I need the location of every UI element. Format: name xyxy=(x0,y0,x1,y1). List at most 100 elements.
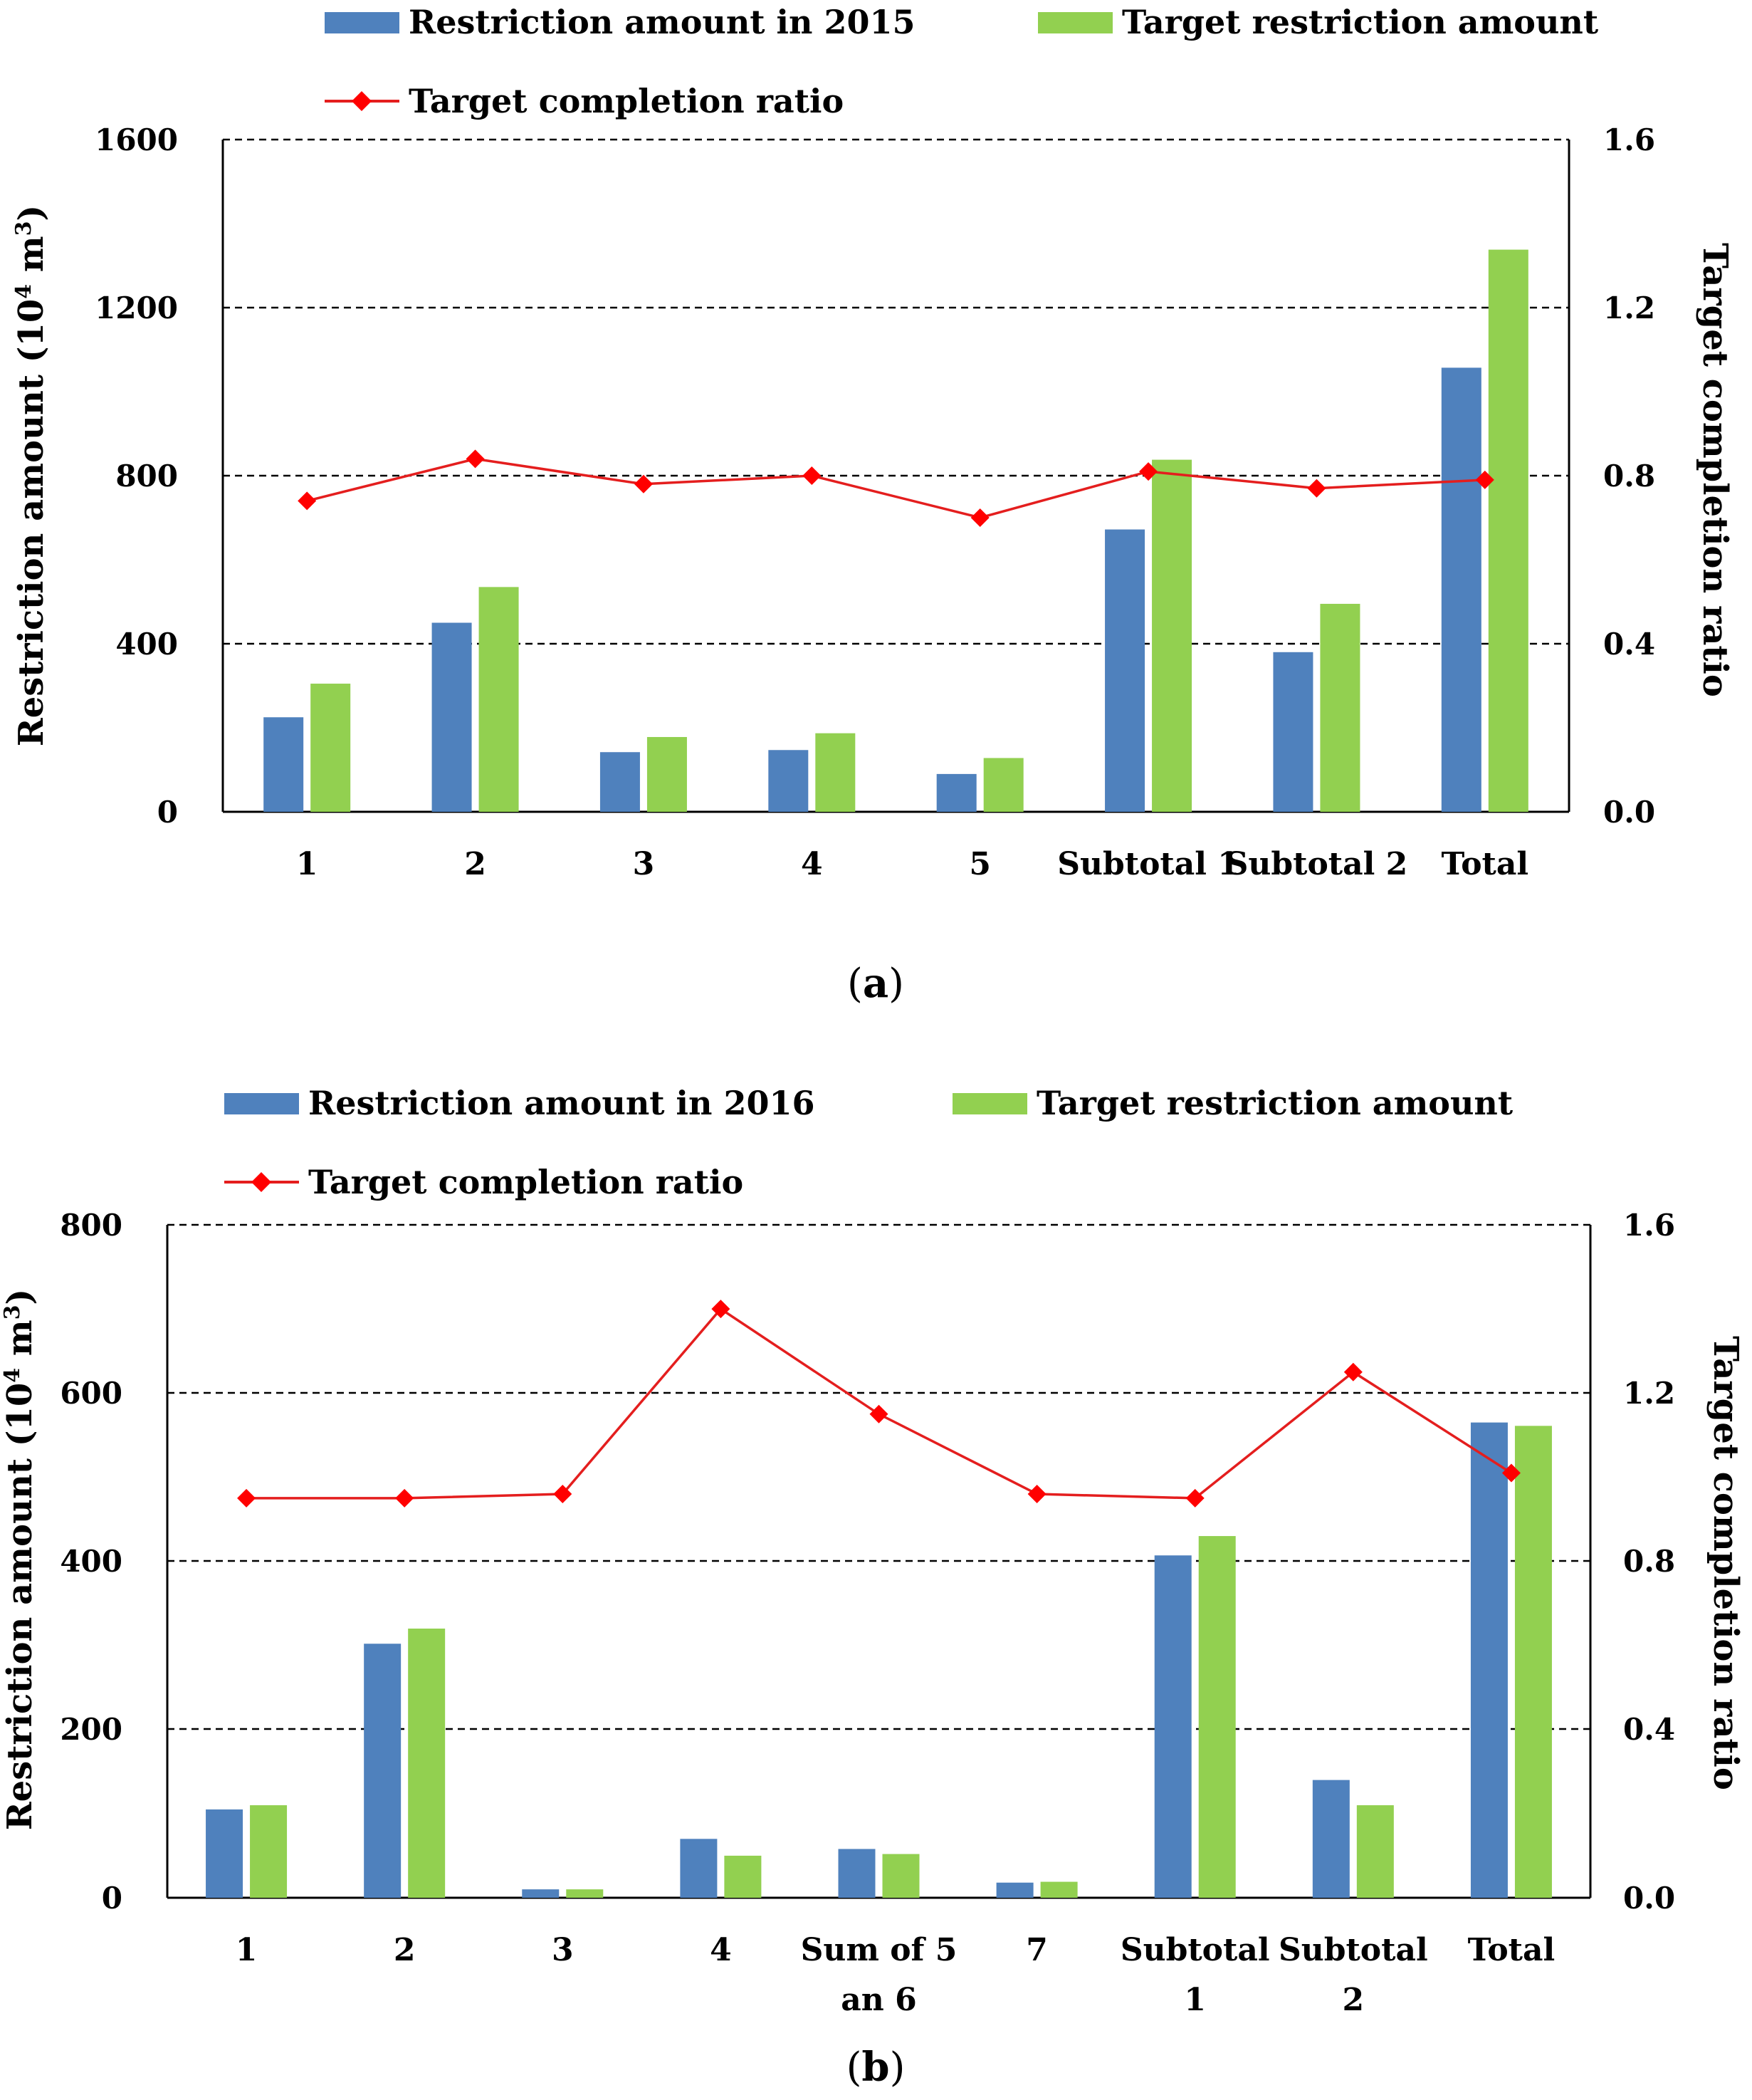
panel-caption-a: (a) xyxy=(847,960,904,1007)
legend-swatch-restriction-2016 xyxy=(224,1093,299,1114)
bar-target-6 xyxy=(1152,459,1192,812)
bar-target-5 xyxy=(983,758,1024,812)
y2-axis-ticks-a: 0.0 0.4 0.8 1.2 1.6 xyxy=(1603,122,1655,830)
y-tick-label-b: 800 xyxy=(60,1208,122,1243)
y-axis-title-b: Restriction amount (104 m3) xyxy=(0,1289,40,1830)
bar-restriction-2 xyxy=(364,1644,402,1898)
x-tick-label: 1 xyxy=(296,846,318,882)
legend-swatch-restriction-2015 xyxy=(325,12,399,33)
line-a xyxy=(298,449,1494,527)
bar-restriction-5 xyxy=(936,773,977,812)
x-tick-label: Total xyxy=(1442,846,1529,882)
legend-label-target-a: Target restriction amount xyxy=(1122,3,1599,41)
bar-target-8 xyxy=(1356,1805,1394,1898)
y2-tick-label-a: 1.2 xyxy=(1603,291,1655,325)
x-tick-label: 4 xyxy=(801,846,823,882)
ratio-marker-7 xyxy=(1185,1488,1205,1508)
ratio-marker-4 xyxy=(711,1300,730,1319)
ratio-marker-6 xyxy=(1139,462,1158,481)
x-tick-label: 2 xyxy=(464,846,486,882)
x-tick-label: Subtotal 1 xyxy=(1057,846,1239,882)
x-tick-label: Total xyxy=(1468,1932,1556,1968)
bar-target-8 xyxy=(1488,249,1528,813)
bar-target-7 xyxy=(1198,1536,1236,1898)
y-axis-ticks-b: 0 200 400 600 800 xyxy=(60,1208,122,1916)
x-tick-label: 4 xyxy=(710,1932,732,1968)
panel-caption-b: (b) xyxy=(846,2044,906,2091)
legend-label-restriction-2016: Restriction amount in 2016 xyxy=(308,1084,815,1122)
y-tick-label-a: 0 xyxy=(157,795,178,830)
x-tick-label: 3 xyxy=(552,1932,574,1968)
legend-marker-ratio-b xyxy=(251,1172,271,1192)
x-tick-label: 5 xyxy=(969,846,991,882)
legend-label-restriction-2015: Restriction amount in 2015 xyxy=(409,3,916,41)
y2-axis-ticks-b: 0.0 0.4 0.8 1.2 1.6 xyxy=(1623,1208,1675,1916)
bar-restriction-9 xyxy=(1470,1422,1508,1898)
legend-a: Restriction amount in 2015 Target restri… xyxy=(325,3,1599,120)
y2-tick-label-a: 0.0 xyxy=(1603,795,1655,830)
bar-restriction-3 xyxy=(522,1889,560,1898)
ratio-marker-9 xyxy=(1501,1463,1521,1483)
ratio-marker-2 xyxy=(466,449,485,469)
ratio-marker-6 xyxy=(1027,1485,1047,1503)
ratio-marker-7 xyxy=(1307,479,1326,498)
y-tick-label-a: 400 xyxy=(115,627,178,662)
chart-panel-a: Restriction amount in 2015 Target restri… xyxy=(11,3,1736,1007)
chart-panel-b: Restriction amount in 2016 Target restri… xyxy=(0,1084,1746,2091)
ratio-marker-1 xyxy=(237,1488,256,1508)
y-tick-label-b: 200 xyxy=(60,1712,122,1747)
bar-target-3 xyxy=(566,1889,604,1898)
x-tick-label: Sum of 5 an 6 xyxy=(801,1932,958,2018)
bar-target-4 xyxy=(815,733,856,812)
legend-swatch-target-b xyxy=(953,1093,1027,1114)
legend-label-target-b: Target restriction amount xyxy=(1037,1084,1514,1122)
ratio-marker-2 xyxy=(395,1488,414,1508)
bar-target-7 xyxy=(1320,603,1360,812)
y-tick-label-a: 1600 xyxy=(95,122,178,157)
y2-tick-label-b: 0.8 xyxy=(1623,1544,1675,1579)
y-tick-label-a: 1200 xyxy=(95,291,178,325)
legend-b: Restriction amount in 2016 Target restri… xyxy=(224,1084,1514,1201)
bar-restriction-6 xyxy=(996,1882,1034,1898)
y-axis-title-a: Restriction amount (104 m3) xyxy=(11,205,52,746)
line-b xyxy=(237,1300,1521,1508)
y-tick-label-b: 600 xyxy=(60,1376,122,1411)
y-tick-label-a: 800 xyxy=(115,459,178,493)
legend-marker-ratio-a xyxy=(352,91,372,111)
ratio-marker-8 xyxy=(1475,470,1494,489)
y-axis-ticks-a: 0 400 800 1200 1600 xyxy=(95,122,178,830)
bar-target-2 xyxy=(478,587,519,812)
y2-tick-label-a: 0.8 xyxy=(1603,459,1655,493)
x-tick-label: 2 xyxy=(394,1932,416,1968)
x-tick-label: Subtotal 2 xyxy=(1226,846,1408,882)
y2-tick-label-b: 1.6 xyxy=(1623,1208,1675,1243)
y2-tick-label-a: 0.4 xyxy=(1603,627,1655,662)
y2-axis-title-a: Target completion ratio xyxy=(1695,243,1735,697)
bar-restriction-7 xyxy=(1273,652,1313,812)
bar-restriction-7 xyxy=(1154,1555,1192,1898)
bar-restriction-1 xyxy=(263,717,304,812)
x-tick-label: 3 xyxy=(633,846,655,882)
bar-target-4 xyxy=(724,1855,762,1898)
ratio-marker-8 xyxy=(1343,1362,1363,1381)
ratio-marker-5 xyxy=(970,508,990,527)
ratio-marker-1 xyxy=(298,491,317,511)
plot-area-b xyxy=(166,1223,1592,1899)
bar-restriction-3 xyxy=(599,752,640,812)
bar-restriction-5 xyxy=(838,1849,876,1898)
bar-target-9 xyxy=(1514,1426,1552,1898)
bar-target-1 xyxy=(310,684,351,812)
legend-label-ratio-a: Target completion ratio xyxy=(409,82,844,120)
y2-tick-label-b: 1.2 xyxy=(1623,1376,1675,1411)
ratio-marker-5 xyxy=(869,1404,888,1423)
bar-restriction-8 xyxy=(1441,367,1481,812)
bar-target-1 xyxy=(250,1805,288,1898)
bar-target-5 xyxy=(882,1854,920,1898)
bar-target-3 xyxy=(646,736,687,812)
legend-swatch-target-a xyxy=(1038,12,1113,33)
completion-ratio-line xyxy=(246,1307,1512,1500)
bar-restriction-4 xyxy=(768,750,809,812)
